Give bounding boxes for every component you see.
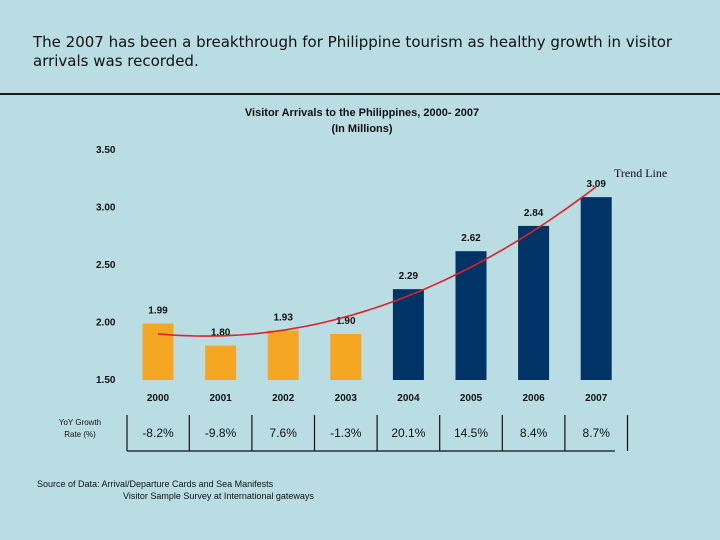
x-tick-label: 2003 <box>335 393 358 404</box>
x-tick-label: 2004 <box>397 393 420 404</box>
yoy-cell-2003: -1.3% <box>330 426 362 440</box>
y-tick-label: 3.00 <box>96 203 116 214</box>
bar-2006 <box>518 225 550 380</box>
trend-line <box>157 186 597 337</box>
divider <box>0 93 720 95</box>
source-line-2: Visitor Sample Survey at International g… <box>123 491 314 501</box>
bar-2005 <box>455 251 487 380</box>
x-tick-label: 2002 <box>272 393 295 404</box>
yoy-cell-2001: -9.8% <box>205 426 237 440</box>
bar-2000 <box>142 323 174 380</box>
value-label-2003: 1.90 <box>336 316 356 327</box>
yoy-header-line-2: Rate (%) <box>64 430 96 439</box>
x-tick-label: 2000 <box>147 393 170 404</box>
yoy-cell-2000: -8.2% <box>142 426 174 440</box>
x-tick-label: 2005 <box>460 393 483 404</box>
value-label-2005: 2.62 <box>461 233 481 244</box>
yoy-cell-2002: 7.6% <box>270 426 298 440</box>
y-tick-label: 1.50 <box>96 375 116 386</box>
yoy-cell-2005: 14.5% <box>454 426 488 440</box>
value-label-2002: 1.93 <box>273 313 293 324</box>
y-tick-label: 2.00 <box>96 318 116 329</box>
source-line-1: Source of Data: Arrival/Departure Cards … <box>37 479 274 489</box>
chart-title: Visitor Arrivals to the Philippines, 200… <box>245 107 479 119</box>
bar-2003 <box>330 334 362 380</box>
y-tick-label: 2.50 <box>96 260 116 271</box>
bar-2001 <box>205 345 237 380</box>
x-tick-label: 2001 <box>209 393 232 404</box>
x-tick-label: 2007 <box>585 393 608 404</box>
value-label-2006: 2.84 <box>524 208 544 219</box>
value-label-2007: 3.09 <box>586 179 606 190</box>
trend-line-label: Trend Line <box>614 166 667 180</box>
bar-2007 <box>580 197 612 380</box>
value-label-2004: 2.29 <box>399 271 419 282</box>
bar-2002 <box>267 330 299 380</box>
bar-2004 <box>392 289 424 380</box>
y-tick-label: 3.50 <box>96 145 116 156</box>
value-label-2001: 1.80 <box>211 328 231 339</box>
chart-subtitle: (In Millions) <box>331 123 392 135</box>
yoy-cell-2004: 20.1% <box>391 426 425 440</box>
yoy-cell-2007: 8.7% <box>583 426 611 440</box>
value-label-2000: 1.99 <box>148 306 168 317</box>
headline: The 2007 has been a breakthrough for Phi… <box>33 33 673 70</box>
yoy-header-line-1: YoY Growth <box>59 418 101 427</box>
yoy-cell-2006: 8.4% <box>520 426 548 440</box>
x-tick-label: 2006 <box>522 393 545 404</box>
